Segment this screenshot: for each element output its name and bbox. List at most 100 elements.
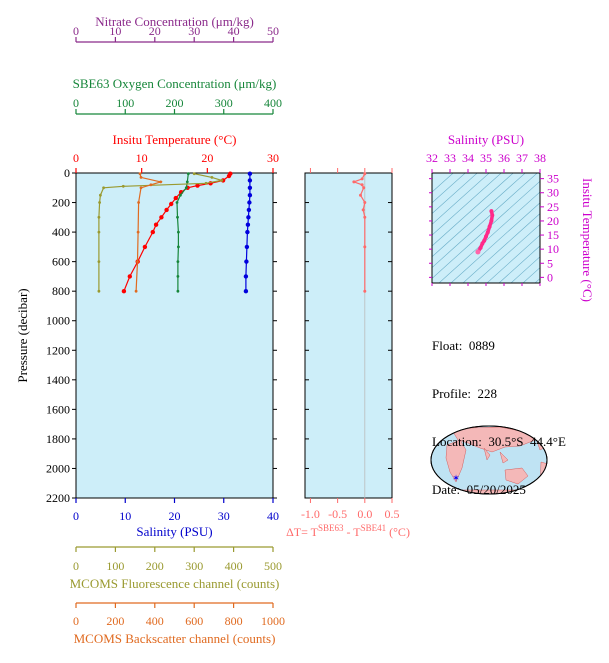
data-point bbox=[243, 289, 249, 294]
axis-tick-label: 200 bbox=[146, 559, 164, 573]
density-contour bbox=[432, 173, 502, 236]
data-point bbox=[359, 193, 362, 197]
data-point bbox=[99, 193, 102, 197]
data-point bbox=[485, 230, 490, 235]
density-contour bbox=[510, 256, 540, 283]
y-axis-title: Pressure (decibar) bbox=[15, 288, 30, 382]
data-point bbox=[195, 183, 200, 188]
axis-tick-label: 30 bbox=[218, 509, 230, 523]
date: Date: 05/20/2025 bbox=[432, 482, 526, 497]
data-point bbox=[247, 200, 252, 205]
data-point bbox=[478, 245, 483, 250]
axis-tick-label: 100 bbox=[116, 96, 134, 110]
density-contour bbox=[438, 191, 540, 283]
float-id: Float: 0889 bbox=[432, 338, 495, 353]
density-contour bbox=[534, 278, 540, 283]
x-tick-label: 36 bbox=[498, 151, 510, 165]
y-tick-label: 800 bbox=[52, 284, 70, 298]
data-point bbox=[139, 176, 143, 179]
data-point bbox=[149, 183, 153, 187]
x-tick-label: 33 bbox=[444, 151, 456, 165]
axis-tick-label: 0 bbox=[73, 151, 79, 165]
delta-t-plot-area bbox=[304, 172, 393, 499]
ts-curve bbox=[476, 209, 495, 254]
density-contour bbox=[432, 173, 478, 214]
data-point bbox=[142, 244, 148, 250]
axis-title: MCOMS Backscatter channel (counts) bbox=[74, 631, 276, 646]
axis-tick-label: 0 bbox=[73, 614, 79, 628]
axis-tick-label: 0 bbox=[73, 559, 79, 573]
data-point bbox=[192, 172, 196, 176]
data-point bbox=[220, 179, 224, 182]
y-tick-label: 0 bbox=[547, 270, 553, 284]
axis-tick-label: 500 bbox=[264, 559, 282, 573]
data-point bbox=[97, 215, 101, 219]
axis-tick-label: 40 bbox=[267, 509, 279, 523]
axis-tick-label: 800 bbox=[225, 614, 243, 628]
float-info: Float: 0889 Profile: 228 Location: 30.5°… bbox=[432, 306, 566, 514]
axis-tick-label: 0 bbox=[73, 24, 79, 38]
y-tick-label: 1000 bbox=[46, 314, 70, 328]
y-tick-label: 400 bbox=[52, 225, 70, 239]
data-point bbox=[184, 186, 188, 190]
data-point bbox=[137, 201, 141, 204]
data-point bbox=[185, 180, 189, 184]
series-line-fluorescence bbox=[98, 173, 222, 292]
density-contour bbox=[432, 173, 526, 258]
axis-title: MCOMS Fluorescence channel (counts) bbox=[70, 576, 280, 591]
data-point bbox=[247, 178, 253, 183]
data-point bbox=[179, 193, 182, 197]
x-tick-label: -0.5 bbox=[328, 507, 347, 521]
data-point bbox=[136, 230, 140, 234]
data-point bbox=[487, 224, 492, 229]
data-point bbox=[360, 177, 364, 181]
y-tick-label: 10 bbox=[547, 242, 559, 256]
data-point bbox=[97, 289, 101, 293]
y-tick-label: 20 bbox=[547, 214, 559, 228]
profile-panel: 0200400600800100012001400160018002000220… bbox=[15, 14, 285, 646]
data-point bbox=[204, 181, 208, 185]
axis-tick-label: 20 bbox=[169, 509, 181, 523]
y-tick-label: 2000 bbox=[46, 461, 70, 475]
y-tick-label: 2200 bbox=[46, 491, 70, 505]
y-tick-label: 1200 bbox=[46, 343, 70, 357]
data-point bbox=[121, 184, 125, 188]
data-point bbox=[97, 230, 101, 234]
x-tick-label: 38 bbox=[534, 151, 546, 165]
y-tick-label: 1600 bbox=[46, 402, 70, 416]
ts-title: Salinity (PSU) bbox=[448, 132, 524, 147]
x-tick-label: 0.0 bbox=[357, 507, 372, 521]
data-point bbox=[159, 215, 164, 220]
density-contour bbox=[432, 173, 490, 225]
data-point bbox=[169, 201, 174, 207]
data-point bbox=[247, 171, 253, 176]
data-point bbox=[247, 185, 253, 190]
axis-title: SBE63 Oxygen Concentration (μm/kg) bbox=[73, 76, 277, 91]
data-point bbox=[226, 173, 232, 179]
data-point bbox=[159, 180, 163, 184]
axis-tick-label: 0 bbox=[73, 509, 79, 523]
axis-tick-label: 200 bbox=[106, 614, 124, 628]
data-point bbox=[361, 208, 365, 212]
axis-tick-label: 400 bbox=[146, 614, 164, 628]
data-point bbox=[153, 222, 159, 227]
data-point bbox=[244, 244, 250, 250]
data-point bbox=[121, 289, 127, 294]
axis-tick-label: 50 bbox=[267, 24, 279, 38]
density-contour bbox=[432, 173, 538, 269]
data-point bbox=[243, 274, 249, 279]
data-point bbox=[246, 207, 252, 213]
axis-tick-label: 30 bbox=[188, 24, 200, 38]
density-contour bbox=[432, 173, 466, 204]
data-point bbox=[127, 274, 132, 279]
density-contour bbox=[522, 267, 540, 283]
data-point bbox=[480, 241, 485, 246]
axis-tick-label: 40 bbox=[228, 24, 240, 38]
data-point bbox=[177, 245, 180, 249]
data-point bbox=[246, 215, 251, 220]
axis-tick-label: 300 bbox=[185, 559, 203, 573]
x-axis-title: ΔT= TSBE63 - TSBE41 (°C) bbox=[286, 523, 410, 539]
data-point bbox=[475, 249, 481, 255]
data-point bbox=[247, 193, 253, 198]
